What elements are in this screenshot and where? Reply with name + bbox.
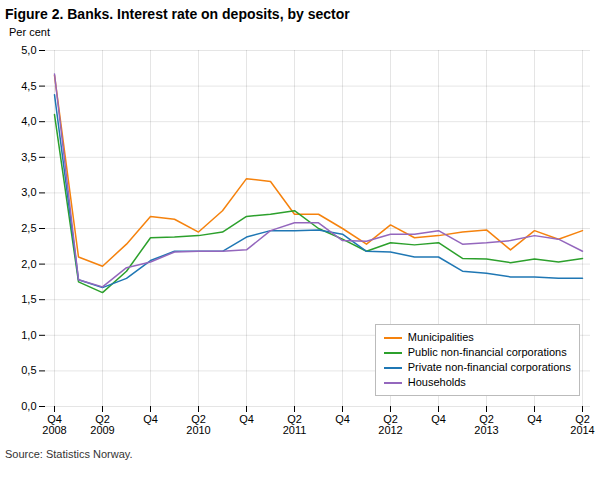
svg-text:Q22013: Q22013 [474, 413, 498, 436]
svg-text:Q22014: Q22014 [570, 413, 594, 436]
svg-text:5,0: 5,0 [21, 44, 36, 56]
svg-text:Q22010: Q22010 [186, 413, 210, 436]
svg-text:3,0: 3,0 [21, 186, 36, 198]
html-text:Private non-financial corporat: Private non-financial corporations [407, 361, 571, 373]
svg-text:Q4: Q4 [143, 413, 158, 425]
svg-text:2,5: 2,5 [21, 222, 36, 234]
html-text:Public non-financial corporati: Public non-financial corporations [407, 346, 567, 358]
html-text:Source: Statistics Norway.: Source: Statistics Norway. [5, 448, 133, 460]
svg-text:1,5: 1,5 [21, 293, 36, 305]
html-text:Figure 2. Banks. Interest rate: Figure 2. Banks. Interest rate on deposi… [5, 6, 350, 22]
html-text:Per cent: Per cent [9, 26, 50, 38]
svg-text:4,0: 4,0 [21, 115, 36, 127]
svg-text:0,5: 0,5 [21, 364, 36, 376]
svg-text:3,5: 3,5 [21, 151, 36, 163]
html-text:Municipalities: Municipalities [407, 331, 474, 343]
svg-text:Q4: Q4 [239, 413, 254, 425]
html-text:Households: Households [407, 376, 466, 388]
svg-text:Q42008: Q42008 [42, 413, 66, 436]
svg-text:1,0: 1,0 [21, 329, 36, 341]
svg-text:Q22011: Q22011 [283, 413, 307, 436]
svg-text:Q4: Q4 [431, 413, 446, 425]
svg-text:Q4: Q4 [527, 413, 542, 425]
svg-text:Q22012: Q22012 [378, 413, 402, 436]
svg-text:2,0: 2,0 [21, 258, 36, 270]
svg-text:Q4: Q4 [335, 413, 350, 425]
svg-text:0,0: 0,0 [21, 400, 36, 412]
svg-text:4,5: 4,5 [21, 80, 36, 92]
svg-text:Q22009: Q22009 [90, 413, 114, 436]
